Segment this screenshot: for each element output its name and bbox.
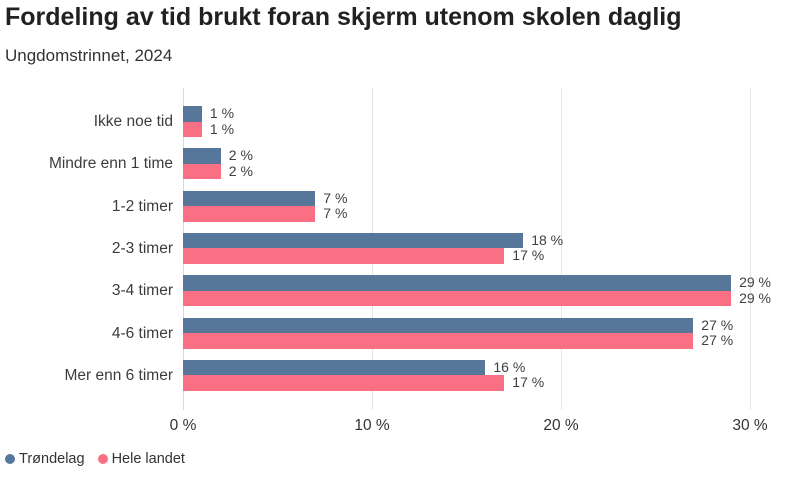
- bar-row: Mer enn 6 timer 16 % 17 %: [0, 358, 787, 391]
- category-label: 1-2 timer: [111, 197, 173, 215]
- category-label: 3-4 timer: [111, 282, 173, 300]
- category-label: Ikke noe tid: [93, 113, 173, 130]
- data-label: 18 %: [531, 231, 564, 248]
- legend-label-hele-landet: Hele landet: [111, 451, 185, 467]
- data-label: 17 %: [512, 247, 545, 264]
- data-label: 29 %: [739, 274, 772, 291]
- bar-hele-landet: [183, 375, 505, 391]
- bar-trondelag: [183, 190, 316, 207]
- data-label: 2 %: [228, 147, 253, 164]
- bar-row: Mindre enn 1 time 2 % 2 %: [0, 147, 787, 180]
- bar-row: 2-3 timer 18 % 17 %: [0, 231, 787, 264]
- bar-hele-landet: [183, 248, 505, 264]
- data-label: 1 %: [209, 120, 235, 137]
- bar-hele-landet: [183, 333, 694, 349]
- data-label: 7 %: [323, 205, 348, 222]
- plot-area: Ikke noe tid 1 % 1 % Mindre enn 1 time 2 % 2 …: [0, 88, 787, 410]
- bar-trondelag: [183, 106, 202, 122]
- bar-trondelag: [183, 148, 221, 164]
- category-label: 2-3 timer: [111, 239, 173, 257]
- x-tick-label: 0 %: [169, 417, 197, 434]
- bar-trondelag: [183, 359, 486, 376]
- chart-title: Fordeling av tid brukt foran skjerm uten…: [5, 3, 682, 31]
- data-label: 17 %: [512, 374, 545, 391]
- legend: Trøndelag Hele landet: [5, 448, 185, 470]
- data-label: 29 %: [739, 289, 772, 306]
- data-label: 1 %: [209, 105, 235, 121]
- chart-subtitle: Ungdomstrinnet, 2024: [5, 46, 173, 65]
- gridline: [561, 88, 562, 410]
- x-tick-label: 30 %: [732, 417, 768, 434]
- bar-hele-landet: [183, 163, 221, 180]
- data-label: 16 %: [493, 358, 526, 375]
- category-label: Mindre enn 1 time: [48, 155, 173, 173]
- data-label: 27 %: [701, 316, 734, 333]
- category-label: 4-6 timer: [111, 324, 173, 342]
- x-tick-label: 20 %: [543, 417, 579, 434]
- bar-row: 1-2 timer 7 % 7 %: [0, 189, 787, 222]
- bar-hele-landet: [183, 121, 202, 137]
- x-axis: 0 % 10 % 20 % 30 %: [0, 417, 787, 441]
- bar-trondelag: [183, 317, 694, 333]
- bar-trondelag: [183, 275, 732, 291]
- legend-label-trondelag: Trøndelag: [19, 451, 85, 467]
- data-label: 27 %: [701, 332, 734, 348]
- bar-hele-landet: [183, 290, 732, 307]
- bar-trondelag: [183, 232, 524, 249]
- data-label: 7 %: [323, 189, 348, 206]
- bar-row: Ikke noe tid 1 % 1 %: [0, 105, 787, 137]
- legend-item-hele-landet[interactable]: Hele landet: [97, 451, 185, 467]
- bar-row: 4-6 timer 27 % 27 %: [0, 316, 787, 349]
- bar-row: 3-4 timer 29 % 29 %: [0, 274, 787, 307]
- legend-dot-hele-landet-icon: [97, 454, 108, 464]
- gridline: [750, 88, 751, 410]
- x-tick-label: 10 %: [354, 417, 390, 434]
- data-label: 2 %: [228, 162, 253, 179]
- legend-item-trondelag[interactable]: Trøndelag: [5, 451, 85, 467]
- category-label: Mer enn 6 timer: [64, 366, 173, 384]
- bar-hele-landet: [183, 206, 316, 222]
- legend-dot-trondelag-icon: [5, 454, 15, 464]
